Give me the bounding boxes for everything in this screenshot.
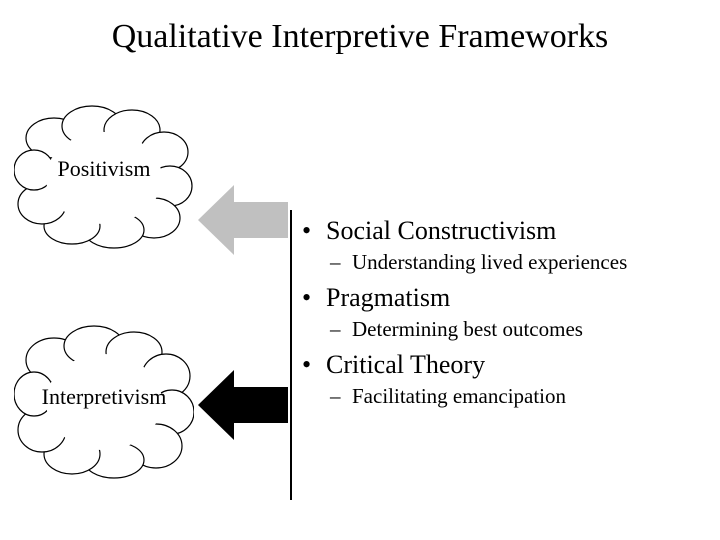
arrow-top [198, 185, 288, 260]
bullet-level1: Social Constructivism [302, 216, 702, 246]
slide-title: Qualitative Interpretive Frameworks [0, 18, 720, 56]
arrow-bottom [198, 370, 288, 445]
cloud-positivism-label: Positivism [14, 156, 194, 182]
bullet-level1: Critical Theory [302, 350, 702, 380]
cloud-positivism: Positivism [14, 100, 194, 255]
bullet-level2: Facilitating emancipation [330, 384, 702, 409]
bullet-list: Social Constructivism Understanding lived… [302, 210, 702, 417]
bullet-level1: Pragmatism [302, 283, 702, 313]
vertical-divider [290, 210, 292, 500]
cloud-interpretivism-label: Interpretivism [14, 384, 194, 410]
cloud-interpretivism: Interpretivism [14, 320, 194, 485]
bullet-level2: Determining best outcomes [330, 317, 702, 342]
bullet-level2: Understanding lived experiences [330, 250, 702, 275]
